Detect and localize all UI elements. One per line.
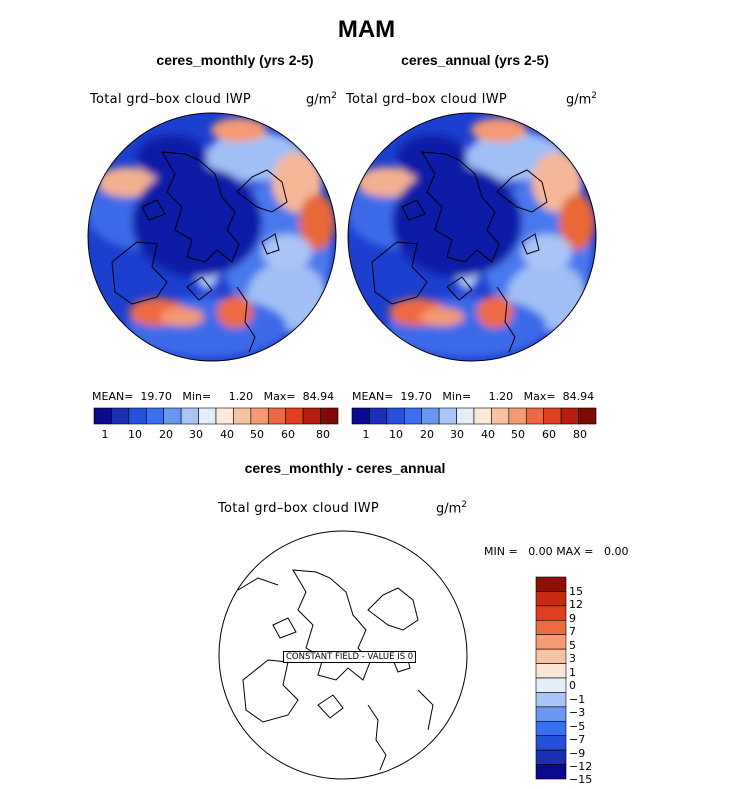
diff-tick: 5: [569, 639, 576, 652]
left-panel-title: ceres_monthly (yrs 2-5): [156, 52, 314, 68]
colorbar-swatch: [535, 591, 567, 607]
left-tick: 40: [220, 428, 234, 441]
colorbar-swatch: [320, 407, 339, 425]
left-colorbar-ticks: 1 10 20 30 40 50 60 80: [94, 428, 338, 442]
left-tick: 1: [101, 428, 109, 441]
left-polar-map: [87, 112, 337, 362]
colorbar-swatch: [250, 407, 269, 425]
colorbar-swatch: [145, 407, 165, 425]
diff-stats: MIN = 0.00 MAX = 0.00: [484, 545, 629, 558]
diff-tick: −15: [569, 773, 593, 786]
right-tick: 1: [362, 428, 370, 441]
colorbar-swatch: [535, 663, 567, 679]
constant-field-label: CONSTANT FIELD - VALUE IS 0: [283, 651, 417, 663]
colorbar-swatch: [473, 407, 492, 425]
right-tick: 10: [389, 428, 403, 441]
diff-colorbar: [535, 576, 567, 780]
right-stats: MEAN= 19.70 Min= 1.20 Max= 84.94: [352, 390, 595, 403]
right-colorbar-ticks: 1 10 20 30 40 50 60 80: [352, 428, 596, 442]
right-panel-title: ceres_annual (yrs 2-5): [401, 52, 549, 68]
diff-panel-title: ceres_monthly - ceres_annual: [244, 460, 446, 476]
diff-tick: 0: [569, 679, 576, 692]
colorbar-swatch: [302, 407, 321, 425]
colorbar-swatch: [560, 407, 579, 425]
diff-tick: 7: [569, 625, 576, 638]
colorbar-swatch: [535, 720, 567, 737]
left-tick: 10: [128, 428, 142, 441]
right-tick: 60: [542, 428, 556, 441]
left-tick: 50: [250, 428, 264, 441]
left-units: g/m2: [306, 91, 338, 108]
right-field-label: Total grd–box cloud IWP: [346, 92, 508, 107]
diff-units: g/m2: [436, 500, 468, 517]
colorbar-swatch: [233, 407, 252, 425]
main-title: MAM: [337, 16, 396, 43]
colorbar-swatch: [386, 407, 405, 425]
diff-field-label: Total grd–box cloud IWP: [218, 501, 380, 516]
colorbar-swatch: [543, 407, 562, 425]
left-tick: 20: [159, 428, 173, 441]
colorbar-swatch: [215, 407, 234, 425]
diff-tick: 12: [569, 598, 583, 611]
diff-tick: 3: [569, 652, 576, 665]
left-colorbar: [93, 407, 339, 425]
colorbar-swatch: [163, 407, 182, 425]
colorbar-swatch: [180, 407, 199, 425]
colorbar-swatch: [535, 692, 567, 708]
right-colorbar: [351, 407, 597, 425]
colorbar-swatch: [456, 407, 475, 425]
colorbar-swatch: [369, 407, 388, 425]
colorbar-swatch: [535, 764, 567, 780]
colorbar-swatch: [535, 634, 567, 650]
colorbar-swatch: [535, 576, 567, 592]
colorbar-swatch: [508, 407, 527, 425]
diff-tick: −3: [569, 706, 586, 719]
diff-tick: −12: [569, 760, 593, 773]
colorbar-swatch: [93, 407, 112, 425]
colorbar-swatch: [535, 677, 567, 693]
diff-tick: −9: [569, 747, 586, 760]
left-field-label: Total grd–box cloud IWP: [90, 92, 252, 107]
right-units: g/m2: [566, 91, 598, 108]
right-tick: 40: [481, 428, 495, 441]
colorbar-swatch: [267, 407, 287, 425]
colorbar-swatch: [111, 407, 130, 425]
colorbar-swatch: [578, 407, 597, 425]
right-tick: 50: [511, 428, 525, 441]
diff-tick: 1: [569, 666, 576, 679]
diff-tick: −1: [569, 693, 586, 706]
colorbar-swatch: [128, 407, 147, 425]
right-tick: 80: [573, 428, 587, 441]
colorbar-swatch: [285, 407, 304, 425]
diff-tick: −7: [569, 733, 586, 746]
left-tick: 60: [281, 428, 295, 441]
right-tick: 20: [420, 428, 434, 441]
colorbar-swatch: [535, 619, 567, 636]
colorbar-swatch: [403, 407, 423, 425]
diff-tick: −5: [569, 720, 586, 733]
colorbar-swatch: [351, 407, 370, 425]
colorbar-swatch: [535, 735, 567, 751]
colorbar-swatch: [491, 407, 510, 425]
colorbar-swatch: [525, 407, 545, 425]
diff-colorbar-ticks: 15 12 9 7 5 3 1 0 −1 −3 −5 −7 −9 −12 −15: [569, 577, 609, 786]
diff-tick: 15: [569, 585, 583, 598]
colorbar-swatch: [198, 407, 217, 425]
colorbar-swatch: [535, 706, 567, 722]
left-stats: MEAN= 19.70 Min= 1.20 Max= 84.94: [92, 390, 335, 403]
left-tick: 80: [316, 428, 330, 441]
colorbar-swatch: [535, 648, 567, 664]
diff-tick: 9: [569, 612, 576, 625]
colorbar-swatch: [535, 749, 567, 765]
right-polar-map: [347, 112, 597, 362]
colorbar-swatch: [421, 407, 440, 425]
colorbar-swatch: [438, 407, 457, 425]
colorbar-swatch: [535, 605, 567, 621]
right-tick: 30: [450, 428, 464, 441]
left-tick: 30: [189, 428, 203, 441]
